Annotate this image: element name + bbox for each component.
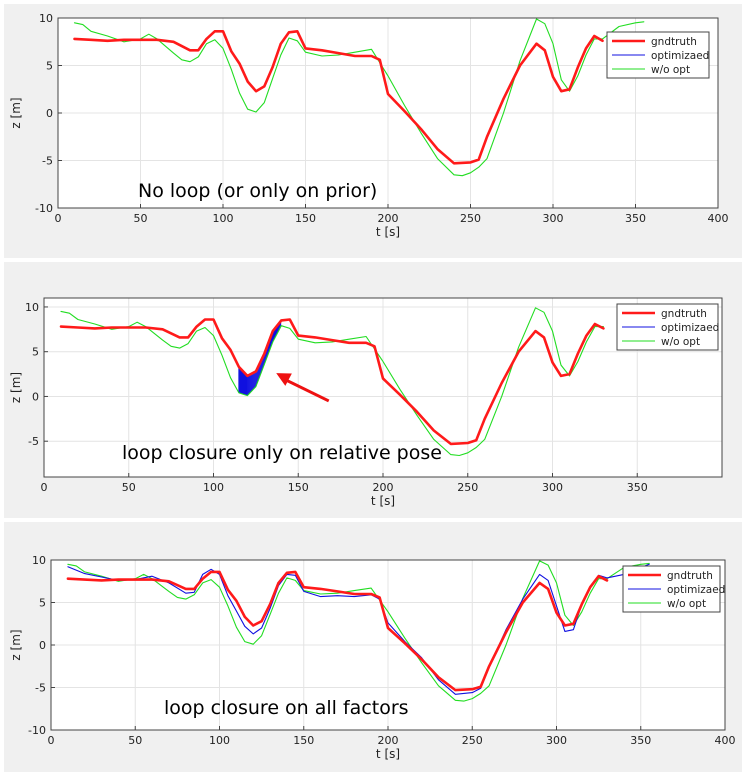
chart-annotation: No loop (or only on prior) (138, 180, 378, 202)
x-tick-label: 300 (546, 734, 567, 747)
x-tick-label: 350 (627, 481, 648, 494)
y-tick-label: 5 (39, 597, 46, 610)
arrow-head (276, 373, 292, 386)
x-tick-label: 50 (122, 481, 136, 494)
y-tick-label: 10 (39, 12, 53, 25)
series-line-gndtruth (73, 29, 604, 165)
y-tick-label: 10 (32, 554, 46, 567)
x-tick-label: 150 (288, 481, 309, 494)
x-tick-label: 50 (128, 734, 142, 747)
chart-panel-relative-pose: 0 50 100 150 200 250 300 350 -5 0 5 10 t [s] z [m] gnd… (4, 262, 742, 518)
y-tick-label: -5 (28, 435, 39, 448)
x-tick-label: 300 (542, 481, 563, 494)
chart-panel-no-loop: 0 50 100 150 200 250 300 350 400 -10 -5 0 5 10 t [s] z … (4, 4, 742, 258)
series-line-optimizaed (67, 563, 650, 695)
y-tick-label: -5 (35, 682, 46, 695)
legend-entry: optimizaed (651, 50, 709, 62)
y-tick-label: 5 (32, 346, 39, 359)
x-tick-label: 0 (48, 734, 55, 747)
y-tick-label: 0 (32, 390, 39, 403)
chart-all-factors: 0 50 100 150 200 250 300 350 400 -10 -5 0 5 10 t [s] z … (9, 554, 736, 761)
x-tick-label: 100 (203, 481, 224, 494)
x-tick-label: 0 (41, 481, 48, 494)
x-axis-label: t [s] (376, 747, 400, 761)
y-tick-label: -10 (28, 724, 46, 737)
legend-entry: optimizaed (667, 584, 725, 596)
legend: gndtruth optimizaed w/o opt (622, 565, 725, 613)
series-group (66, 560, 650, 702)
axis-frame (43, 297, 723, 478)
x-tick-label: 200 (378, 212, 399, 225)
legend-entry: w/o opt (661, 336, 700, 348)
y-tick-label: 5 (46, 60, 53, 73)
legend-entry: gndtruth (667, 570, 713, 582)
legend-entry: w/o opt (651, 64, 690, 76)
x-axis-label: t [s] (376, 225, 400, 239)
legend-entry: w/o opt (667, 598, 706, 610)
legend-entry: gndtruth (661, 308, 707, 320)
x-tick-label: 100 (209, 734, 230, 747)
y-axis-label: z [m] (9, 97, 23, 128)
y-tick-label: 0 (46, 107, 53, 120)
x-tick-label: 50 (134, 212, 148, 225)
x-tick-label: 300 (543, 212, 564, 225)
y-tick-label: 0 (39, 639, 46, 652)
y-axis-label: z [m] (9, 629, 23, 660)
chart-annotation: loop closure only on relative pose (122, 442, 442, 464)
chart-annotation: loop closure on all factors (164, 697, 409, 719)
x-tick-label: 350 (630, 734, 651, 747)
x-tick-label: 400 (708, 212, 729, 225)
x-tick-label: 350 (625, 212, 646, 225)
x-tick-label: 200 (373, 481, 394, 494)
series-line-woopt (60, 307, 604, 457)
x-tick-label: 150 (293, 734, 314, 747)
y-tick-label: 10 (25, 301, 39, 314)
legend: gndtruth optimizaed w/o opt (606, 31, 710, 79)
legend-entry: gndtruth (651, 36, 697, 48)
series-line-gndtruth (66, 570, 609, 692)
arrow-shaft (281, 376, 330, 403)
y-axis-label: z [m] (9, 372, 23, 403)
x-tick-label: 100 (213, 212, 234, 225)
y-tick-label: -10 (35, 202, 53, 215)
legend-entry: optimizaed (661, 322, 719, 334)
legend-box (606, 31, 710, 79)
legend: gndtruth optimizaed w/o opt (616, 303, 719, 351)
axis-frame (57, 17, 719, 209)
x-tick-label: 150 (295, 212, 316, 225)
x-tick-label: 250 (457, 481, 478, 494)
series-line-woopt (73, 18, 645, 177)
x-tick-label: 250 (462, 734, 483, 747)
series-group (73, 18, 645, 177)
chart-no-loop: 0 50 100 150 200 250 300 350 400 -10 -5 0 5 10 t [s] z … (9, 12, 729, 239)
chart-relative-pose: 0 50 100 150 200 250 300 350 -5 0 5 10 t [s] z [m] gnd… (9, 297, 723, 508)
axis-frame (50, 559, 726, 731)
series-line-gndtruth (59, 318, 605, 446)
y-tick-label: -5 (42, 155, 53, 168)
x-tick-label: 400 (715, 734, 736, 747)
chart-panel-all-factors: 0 50 100 150 200 250 300 350 400 -10 -5 0 5 10 t [s] z … (4, 522, 742, 772)
series-line-woopt (67, 560, 650, 702)
x-tick-label: 250 (460, 212, 481, 225)
x-tick-label: 0 (55, 212, 62, 225)
x-axis-label: t [s] (371, 494, 395, 508)
series-group (59, 307, 605, 457)
x-tick-label: 200 (378, 734, 399, 747)
